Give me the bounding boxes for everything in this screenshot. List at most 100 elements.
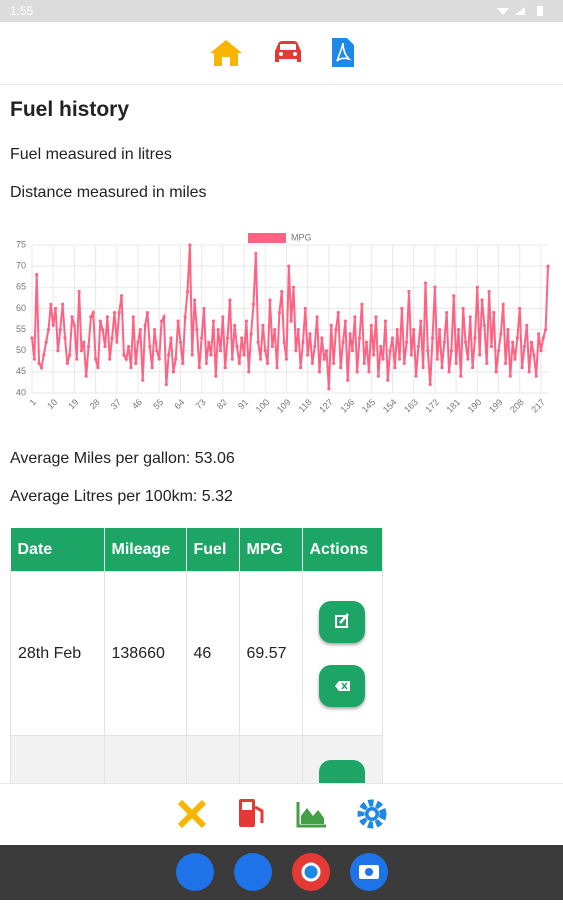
data-point: [447, 370, 451, 374]
data-point: [112, 311, 117, 315]
data-point: [145, 311, 150, 315]
settings-icon[interactable]: [356, 798, 388, 830]
data-point: [129, 366, 133, 370]
data-point: [289, 319, 293, 323]
data-point: [485, 361, 489, 365]
data-point: [46, 327, 51, 332]
header-row: Date Mileage Fuel MPG Actions: [10, 528, 383, 572]
edit-button[interactable]: [319, 760, 365, 784]
data-point: [336, 311, 340, 315]
y-tick-label: 55: [16, 324, 26, 334]
mpg-line: [31, 244, 549, 389]
phone-app[interactable]: [176, 853, 214, 891]
data-point: [445, 311, 449, 315]
x-tick-label: 73: [194, 397, 208, 411]
data-point: [280, 289, 284, 294]
data-point: [53, 306, 58, 311]
data-point: [117, 311, 121, 315]
x-tick-label: 217: [529, 397, 547, 415]
data-point: [61, 302, 65, 306]
data-point: [515, 336, 519, 340]
home-icon[interactable]: [208, 38, 244, 68]
column-header: Fuel: [186, 528, 240, 572]
data-point: [343, 319, 347, 323]
data-point: [171, 370, 175, 374]
data-point: [536, 332, 541, 336]
data-point: [416, 344, 421, 349]
data-point: [518, 306, 522, 311]
cell: 69.57: [238, 571, 303, 736]
info-text: Fuel measured in litres: [10, 146, 172, 163]
messages-app[interactable]: [234, 853, 272, 891]
data-point: [296, 327, 300, 332]
data-point: [400, 306, 404, 311]
data-point: [350, 349, 355, 353]
data-point: [419, 319, 423, 323]
data-point: [534, 374, 538, 378]
data-point: [32, 357, 36, 361]
data-point: [522, 344, 527, 349]
x-tick-label: 28: [88, 397, 102, 411]
stats-icon[interactable]: [296, 800, 328, 828]
x-tick-label: 19: [66, 397, 80, 411]
data-point: [499, 332, 503, 336]
x-tick-label: 64: [172, 397, 186, 411]
data-point: [164, 382, 168, 387]
status-icons: [497, 6, 543, 16]
data-point: [369, 323, 373, 327]
data-point: [525, 323, 529, 327]
data-point: [237, 361, 241, 365]
stat-text: Average Litres per 100km: 5.32: [10, 488, 233, 505]
data-point: [108, 357, 112, 361]
data-point: [364, 340, 369, 344]
data-point: [381, 357, 385, 361]
y-tick-label: 75: [16, 239, 26, 249]
data-point: [105, 315, 109, 319]
data-point: [459, 374, 463, 378]
data-point: [77, 289, 81, 294]
tools-icon[interactable]: [176, 798, 208, 830]
data-point: [94, 357, 98, 361]
data-point: [169, 336, 173, 340]
column-header: Mileage: [104, 528, 187, 572]
data-point: [188, 243, 192, 247]
data-point: [39, 366, 44, 370]
data-point: [89, 315, 93, 319]
data-point: [379, 344, 383, 349]
x-tick-label: 127: [317, 397, 335, 415]
data-point: [221, 315, 225, 319]
data-point: [421, 366, 425, 370]
pdf-icon[interactable]: [331, 37, 355, 68]
delete-button[interactable]: [319, 664, 365, 707]
data-point: [317, 370, 322, 374]
data-point: [86, 344, 91, 349]
data-point: [390, 336, 395, 340]
data-point: [103, 344, 107, 349]
data-point: [511, 340, 515, 344]
data-point: [268, 298, 272, 302]
data-point: [438, 327, 442, 332]
data-point: [167, 353, 171, 357]
x-tick-label: 208: [508, 397, 526, 415]
data-point: [496, 349, 501, 353]
data-point: [407, 289, 411, 294]
data-point: [341, 340, 345, 344]
data-point: [230, 357, 234, 361]
data-point: [200, 336, 204, 340]
data-point: [159, 319, 164, 323]
bottom-nav: [0, 783, 563, 846]
edit-button[interactable]: [319, 600, 365, 643]
data-point: [209, 353, 213, 357]
data-point: [228, 298, 232, 302]
data-point: [546, 264, 550, 268]
data-point: [489, 344, 494, 349]
data-point: [254, 251, 258, 256]
dock-icons: [176, 853, 388, 891]
data-point: [101, 327, 105, 332]
data-point: [440, 366, 444, 370]
x-tick-label: 55: [151, 397, 165, 411]
car-icon[interactable]: [272, 40, 304, 66]
fuel-icon[interactable]: [237, 797, 267, 831]
data-point: [388, 349, 392, 353]
